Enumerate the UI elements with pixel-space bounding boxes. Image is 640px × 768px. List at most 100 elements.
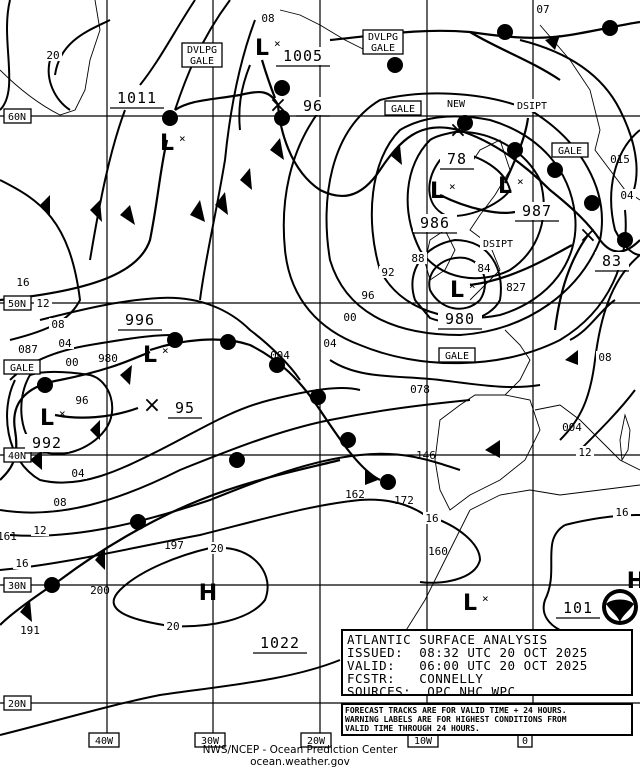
station-observation: 015	[610, 153, 630, 166]
central-pressure: 95	[175, 399, 195, 417]
isobar-label: 96	[75, 394, 88, 407]
central-pressure: 101	[563, 599, 593, 617]
station-observation: 200	[90, 584, 110, 597]
isobar-label-bg	[34, 297, 52, 309]
warning-box	[181, 42, 223, 68]
isobar-label-bg	[259, 12, 277, 24]
pressure-label-bg	[25, 434, 69, 452]
isobars	[0, 0, 640, 736]
isobar-label: 04	[323, 337, 337, 350]
station-observation: 980	[98, 352, 118, 365]
isobar-label-bg	[409, 252, 427, 264]
lat-label-box	[3, 447, 32, 463]
warning-label: GALE	[558, 146, 582, 157]
info-forecaster: FCSTR: CONNELLY	[347, 671, 484, 686]
isobar-label: 04	[620, 189, 634, 202]
info-issued: ISSUED: 08:32 UTC 20 OCT 2025	[347, 645, 588, 660]
lon-label: 10W	[414, 736, 433, 747]
warning-label: GALE	[10, 363, 34, 374]
isobar-label-bg	[613, 506, 631, 518]
annotation-bg	[438, 97, 474, 110]
isobar-label: 88	[411, 252, 424, 265]
central-pressure: 78	[447, 150, 467, 168]
lat-label: 60N	[8, 112, 26, 123]
center-x-mark: ×	[179, 132, 186, 145]
isobar-label: 12	[36, 297, 49, 310]
central-pressure: 1005	[283, 47, 323, 65]
isobar-label: 08	[261, 12, 274, 25]
warning-box	[384, 100, 422, 116]
lat-lon-grid	[0, 0, 640, 733]
note-line-1: FORECAST TRACKS ARE FOR VALID TIME + 24 …	[345, 706, 567, 715]
pressure-label-bg	[296, 97, 330, 115]
high-pressure-center: H	[627, 569, 640, 594]
pressure-label-bg	[515, 202, 559, 220]
station-observation: 172	[394, 494, 414, 507]
annotation-bg	[480, 237, 516, 250]
annotation-bg	[514, 99, 550, 112]
footer-url[interactable]: ocean.weather.gov	[250, 756, 350, 768]
station-observation: 160	[428, 545, 448, 558]
center-x-mark: ×	[162, 344, 169, 357]
lon-label: 0	[522, 736, 528, 747]
warning-label: GALE	[190, 56, 214, 67]
isobar-label: 16	[425, 512, 438, 525]
high-pressure-center: H	[199, 581, 217, 606]
isobar-label: 00	[65, 356, 78, 369]
lat-label-box	[3, 695, 32, 711]
footer: NWS/NCEP - Ocean Prediction Center ocean…	[185, 744, 415, 768]
low-pressure-center: L	[498, 174, 512, 199]
isobar-label: 12	[578, 446, 591, 459]
central-pressure: 986	[420, 214, 450, 232]
isobar-label-bg	[56, 337, 74, 349]
center-x-mark: ×	[59, 407, 66, 420]
station-observation: 161	[0, 530, 17, 543]
lat-label-box	[3, 108, 32, 124]
note-line-2: WARNING LABELS ARE FOR HIGHEST CONDITION…	[345, 715, 567, 724]
pressure-label-bg	[438, 310, 482, 328]
info-box: ATLANTIC SURFACE ANALYSIS ISSUED: 08:32 …	[341, 629, 633, 698]
storm-tracks	[54, 59, 573, 419]
isobar-label-bg	[208, 542, 226, 554]
isobar-label: 08	[53, 496, 66, 509]
pressure-label-bg	[413, 214, 457, 232]
low-pressure-center: L	[160, 131, 174, 156]
warning-box	[438, 347, 476, 363]
lon-label-box	[88, 732, 120, 748]
lon-label-box	[300, 732, 332, 748]
central-pressure: 996	[125, 311, 155, 329]
central-pressure: 1011	[117, 89, 157, 107]
station-observation: 827	[506, 281, 526, 294]
isobar-label-bg	[31, 524, 49, 536]
station-observation: 146	[416, 449, 436, 462]
track-annotation: DSIPT	[517, 101, 547, 112]
lon-label-box	[194, 732, 226, 748]
lat-label-box	[3, 295, 32, 311]
station-observation: 078	[410, 383, 430, 396]
center-x-mark: ×	[449, 180, 456, 193]
isobar-label-bg	[379, 266, 397, 278]
warning-label: DVLPG	[187, 45, 217, 56]
isobar-label-bg	[618, 189, 636, 201]
isobar-label: 20	[210, 542, 223, 555]
forecast-position-x-mark: ×	[269, 93, 287, 118]
isobar-label: 04	[58, 337, 72, 350]
lon-label: 40W	[95, 736, 114, 747]
lat-label: 30N	[8, 581, 26, 592]
isobar-label-bg	[596, 351, 614, 363]
isobar-label: 04	[71, 467, 85, 480]
lat-label-box	[3, 577, 32, 593]
forecast-position-x-mark: ×	[449, 118, 467, 143]
station-observation: 004	[562, 421, 582, 434]
isobar-label-bg	[341, 311, 359, 323]
isobar-label: 08	[51, 318, 64, 331]
central-pressure: 83	[602, 252, 622, 270]
isobar-label-bg	[164, 620, 182, 632]
isobar-label: 16	[16, 276, 29, 289]
central-pressure: 1022	[260, 634, 300, 652]
warning-box	[362, 29, 404, 55]
note-box: FORECAST TRACKS ARE FOR VALID TIME + 24 …	[341, 703, 633, 736]
warning-label: GALE	[445, 351, 469, 362]
isobar-label-bg	[73, 394, 91, 406]
